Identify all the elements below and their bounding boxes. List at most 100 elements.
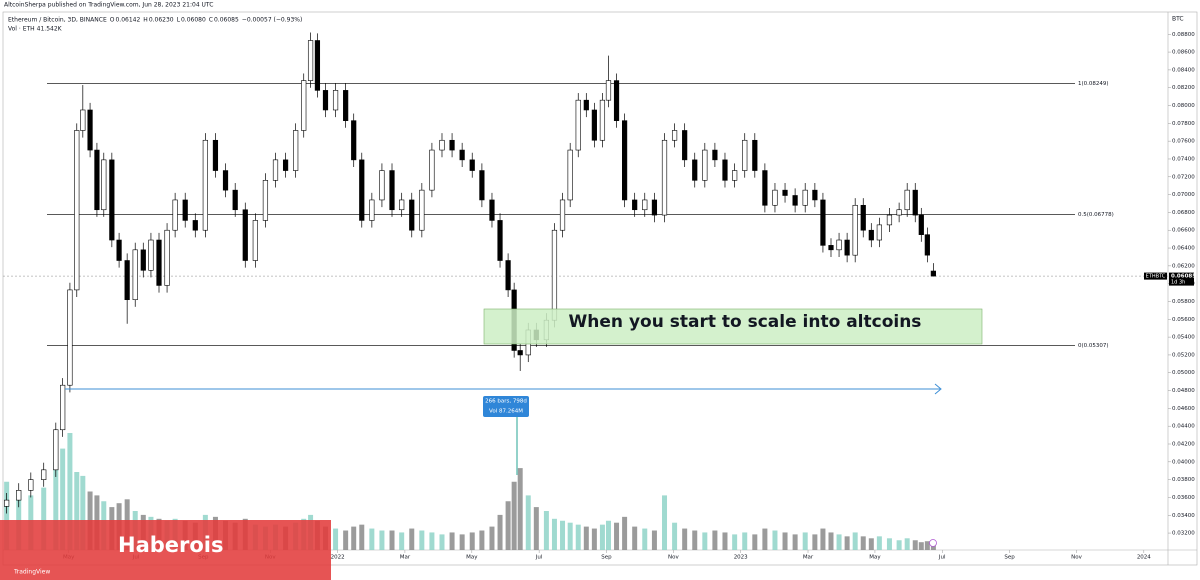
volume-bar [712,530,718,550]
candle-body [671,130,678,141]
x-tick-label: 2024 [1137,555,1151,561]
volume-bar [543,511,549,550]
candle-body [109,159,115,241]
volume-bar [74,472,80,550]
legend-symbol: Ethereum / Bitcoin, 3D, BINANCE [8,17,107,24]
candle-body [712,149,718,161]
x-tick-label: Sep [1004,555,1015,561]
candle-body [930,270,936,277]
legend-key: C [209,17,213,24]
candle-body [351,120,357,161]
measure-volume: Vol 87.264M [489,409,523,415]
candle-body [782,189,788,196]
candle-body [307,40,314,81]
candle-body [80,109,86,131]
candle-body [232,189,238,211]
candle-body [497,220,503,261]
candle-body [293,130,299,171]
published-line: AltcoinSherpa published on TradingView.c… [4,2,213,9]
candle-body [222,170,229,191]
candle-body [116,239,122,261]
candle-body [583,99,589,111]
x-tick-label: Mar [400,555,411,561]
volume-bar [479,530,485,550]
candle-body [828,245,834,251]
volume-bar [379,530,385,550]
volume-bar [722,532,728,550]
y-tick-label: 0.04200 [1172,442,1195,448]
volume-bar [4,481,10,550]
level-label: 1(0.08249) [1078,81,1109,87]
candle-body [762,170,768,206]
candle-body [772,189,778,206]
y-tick-label: 0.08600 [1172,50,1195,56]
level-label: 0(0.05307) [1078,343,1109,349]
candle-body [820,199,826,246]
volume-bar [429,532,435,550]
volume-bar [852,532,858,550]
candle-body [918,214,924,235]
candle-body [860,204,866,231]
volume-bar [828,532,834,550]
x-tick-label: Sep [601,555,612,561]
legend-key: L [177,17,181,24]
volume-bar [886,538,892,550]
y-tick-label: 0.08200 [1172,85,1195,91]
candle-body [16,490,22,501]
candle-body [613,80,620,121]
candle-body [802,189,808,206]
legend-value: 0.06080 [181,17,206,24]
candle-body [722,159,728,181]
candle-body [41,469,47,480]
x-tick-label: Jul [535,555,543,561]
volume-bar [605,520,611,550]
candle-body [242,209,248,261]
volume-bar [583,526,589,550]
volume-bar [912,540,918,550]
candle-body [886,214,893,226]
volume-bar [820,528,826,550]
volume-bar [399,532,405,550]
volume-title: Vol · ETH [8,26,35,33]
volume-bar [924,541,930,550]
y-tick-label: 0.05000 [1172,370,1195,376]
candle-body [661,139,668,216]
volume-bar [876,536,882,550]
candle-body [67,289,73,386]
candle-body [164,229,170,286]
volume-bar [836,534,842,550]
price-tag: 0.06085 [1171,274,1196,280]
y-tick-label: 0.05600 [1172,317,1195,323]
volume-bar [67,433,73,550]
x-tick-label: May [466,555,478,561]
volume-bar [642,528,648,550]
x-tick-label: Jul [938,555,946,561]
volume-bar [369,528,375,550]
watermark-banner [0,520,331,580]
candle-body [682,130,688,161]
axis-unit: BTC [1172,16,1184,23]
volume-bar [896,540,902,550]
candle-body [752,139,758,171]
candle-body [836,239,842,251]
alert-icon[interactable] [929,539,937,547]
volume-bar [622,516,628,550]
volume-bar [772,530,778,550]
volume-bar [489,526,495,550]
volume-bar [469,532,475,550]
candle-body [479,170,485,201]
candle-body [439,139,445,151]
volume-bar [80,475,86,550]
candle-body [591,109,597,141]
volume-bar [651,530,657,550]
legend-key: H [143,17,148,24]
volume-bar [860,536,866,550]
volume-bar [762,528,768,550]
candle-body [192,220,198,231]
candle-body [182,199,188,221]
y-tick-label: 0.07800 [1172,121,1195,127]
volume-bar [792,534,798,550]
volume-bar [802,532,808,550]
